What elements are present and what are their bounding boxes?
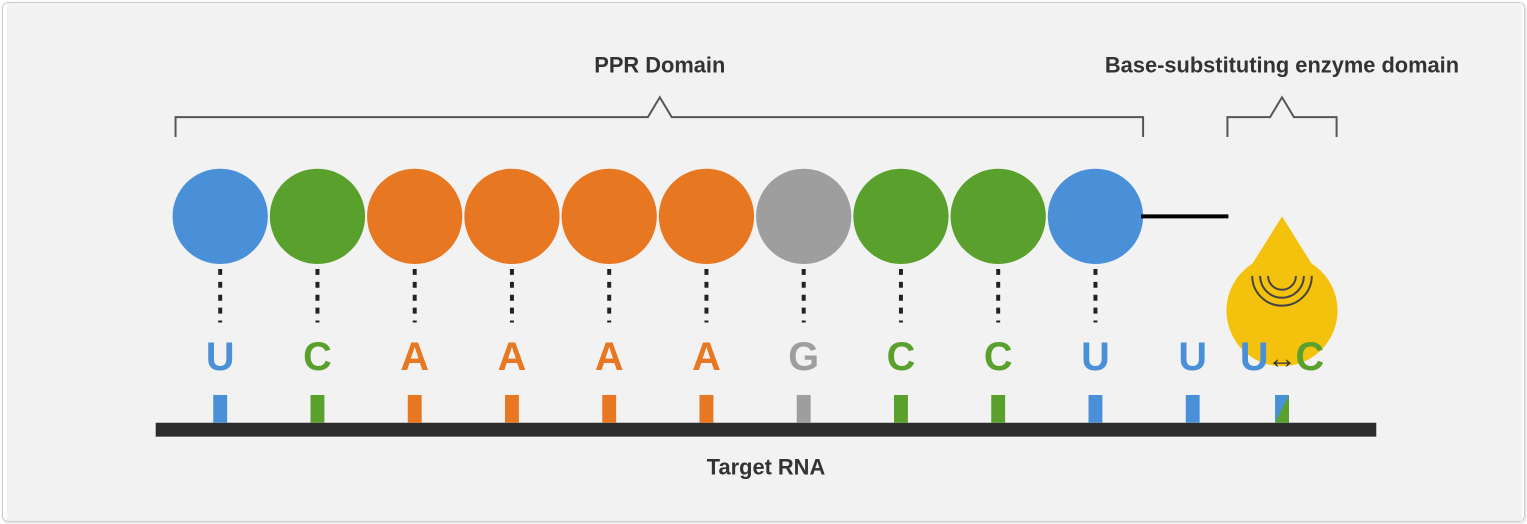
ppr-unit <box>562 169 657 264</box>
ppr-unit <box>367 169 462 264</box>
ppr_domain-label: PPR Domain <box>594 52 725 77</box>
ppr-unit <box>270 169 365 264</box>
base-letter: A <box>400 335 429 379</box>
base-letter: C <box>887 335 916 379</box>
rna-tick <box>1186 395 1200 423</box>
rna-tick <box>505 395 519 423</box>
rna-tick <box>894 395 908 423</box>
ppr-unit <box>464 169 559 264</box>
base-letter: C <box>303 335 332 379</box>
rna-tick <box>602 395 616 423</box>
rna-tick <box>700 395 714 423</box>
base-letter: G <box>788 335 819 379</box>
base-letter: U <box>206 335 235 379</box>
diagram-svg: PPR Domain Base-substituting enzyme domai… <box>3 3 1526 521</box>
edit-to-letter: C <box>1295 335 1324 379</box>
ppr-unit <box>659 169 754 264</box>
ppr-unit <box>1048 169 1143 264</box>
base-letter: A <box>498 335 527 379</box>
ppr-unit <box>173 169 268 264</box>
rna-tick <box>213 395 227 423</box>
ppr-unit <box>951 169 1046 264</box>
rna-tick <box>1088 395 1102 423</box>
diagram-card: PPR Domain Base-substituting enzyme domai… <box>2 2 1525 522</box>
base-letter: U <box>1178 335 1207 379</box>
enzyme_domain-label: Base-substituting enzyme domain <box>1105 52 1459 77</box>
target-rna-label: Target RNA <box>707 454 826 479</box>
rna-tick <box>797 395 811 423</box>
ppr-unit <box>756 169 851 264</box>
ppr-unit <box>853 169 948 264</box>
base-letter: A <box>595 335 624 379</box>
rna-strand <box>156 423 1377 437</box>
edit-from-letter: U <box>1240 335 1269 379</box>
base-letter: C <box>984 335 1013 379</box>
base-letter: A <box>692 335 721 379</box>
rna-tick <box>311 395 325 423</box>
edit-arrow-icon: ↔ <box>1267 342 1297 375</box>
rna-tick <box>408 395 422 423</box>
base-letter: U <box>1081 335 1110 379</box>
rna-tick <box>991 395 1005 423</box>
